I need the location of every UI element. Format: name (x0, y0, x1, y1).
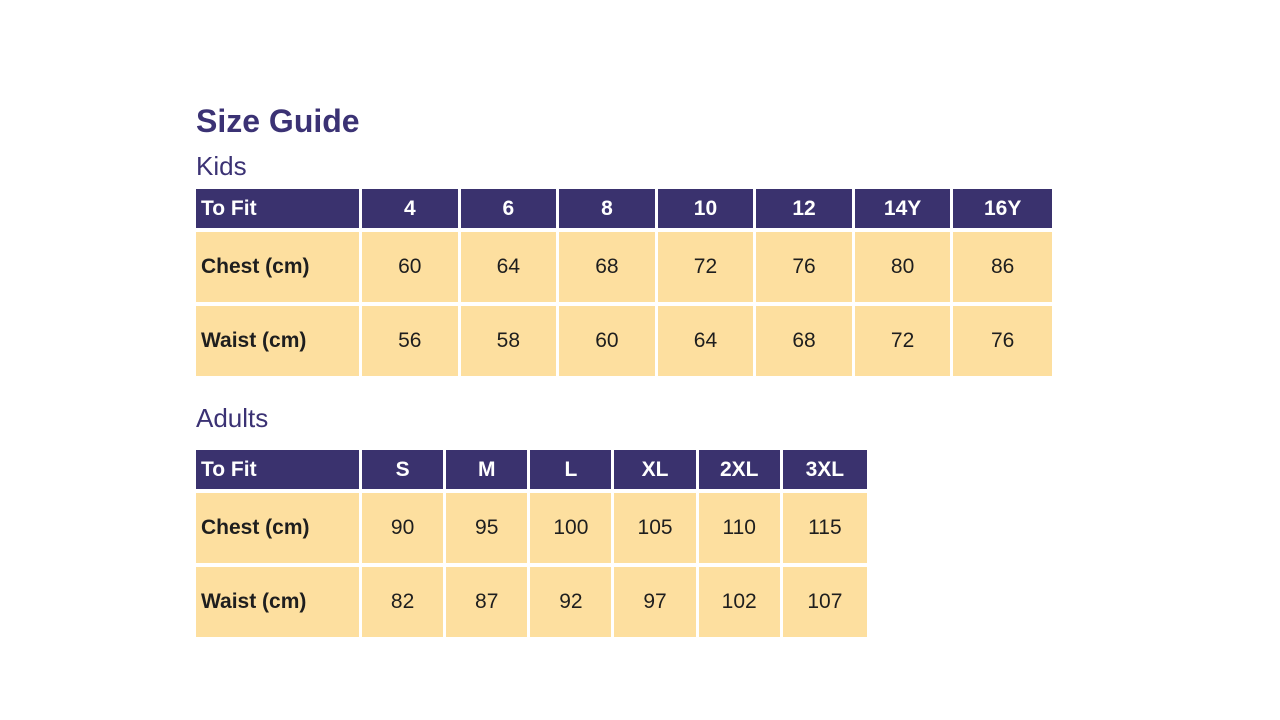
value-cell: 60 (362, 232, 461, 306)
value-cell: 86 (953, 232, 1052, 306)
row-label: Chest (cm) (196, 232, 362, 306)
value-cell: 56 (362, 306, 461, 376)
size-column-header: S (362, 450, 447, 493)
page-title: Size Guide (196, 103, 360, 139)
value-cell: 72 (657, 232, 757, 306)
row-label: Chest (cm) (196, 493, 362, 567)
value-cell: 115 (782, 493, 867, 567)
row-label: Waist (cm) (196, 306, 362, 376)
to-fit-header-cell: To Fit (196, 450, 362, 493)
row-label: Waist (cm) (196, 567, 362, 637)
adults-size-table: To Fit S M L XL 2XL 3XL Chest (cm) 90 95 100 105 110… (196, 450, 867, 637)
table-header-row: To Fit S M L XL 2XL 3XL (196, 450, 867, 493)
table-row: Chest (cm) 90 95 100 105 110 115 (196, 493, 867, 567)
value-cell: 64 (460, 232, 560, 306)
table-row: Waist (cm) 82 87 92 97 102 107 (196, 567, 867, 637)
value-cell: 87 (446, 567, 531, 637)
size-column-header: 4 (362, 189, 461, 232)
value-cell: 76 (953, 306, 1052, 376)
size-column-header: 14Y (854, 189, 954, 232)
value-cell: 97 (614, 567, 699, 637)
value-cell: 64 (657, 306, 757, 376)
size-column-header: 10 (657, 189, 757, 232)
value-cell: 110 (698, 493, 783, 567)
value-cell: 102 (698, 567, 783, 637)
size-column-header: 16Y (953, 189, 1052, 232)
value-cell: 60 (559, 306, 658, 376)
value-cell: 68 (756, 306, 855, 376)
value-cell: 107 (782, 567, 867, 637)
value-cell: 76 (756, 232, 855, 306)
table-row: Chest (cm) 60 64 68 72 76 80 86 (196, 232, 1052, 306)
table-header-row: To Fit 4 6 8 10 12 14Y 16Y (196, 189, 1052, 232)
size-column-header: 2XL (698, 450, 783, 493)
table-row: Waist (cm) 56 58 60 64 68 72 76 (196, 306, 1052, 376)
value-cell: 68 (559, 232, 658, 306)
section-label-kids: Kids (196, 151, 247, 181)
size-column-header: L (530, 450, 615, 493)
size-column-header: XL (614, 450, 699, 493)
size-column-header: 12 (756, 189, 855, 232)
value-cell: 90 (362, 493, 447, 567)
value-cell: 72 (854, 306, 954, 376)
section-label-adults: Adults (196, 403, 269, 433)
value-cell: 58 (460, 306, 560, 376)
size-column-header: 8 (559, 189, 658, 232)
value-cell: 105 (614, 493, 699, 567)
kids-size-table: To Fit 4 6 8 10 12 14Y 16Y Chest (cm) 60 64 68 72 76 8… (196, 189, 1052, 376)
value-cell: 92 (530, 567, 615, 637)
value-cell: 80 (854, 232, 954, 306)
size-column-header: 6 (460, 189, 560, 232)
size-column-header: M (446, 450, 531, 493)
value-cell: 100 (530, 493, 615, 567)
to-fit-header-cell: To Fit (196, 189, 362, 232)
value-cell: 95 (446, 493, 531, 567)
value-cell: 82 (362, 567, 447, 637)
size-column-header: 3XL (782, 450, 867, 493)
